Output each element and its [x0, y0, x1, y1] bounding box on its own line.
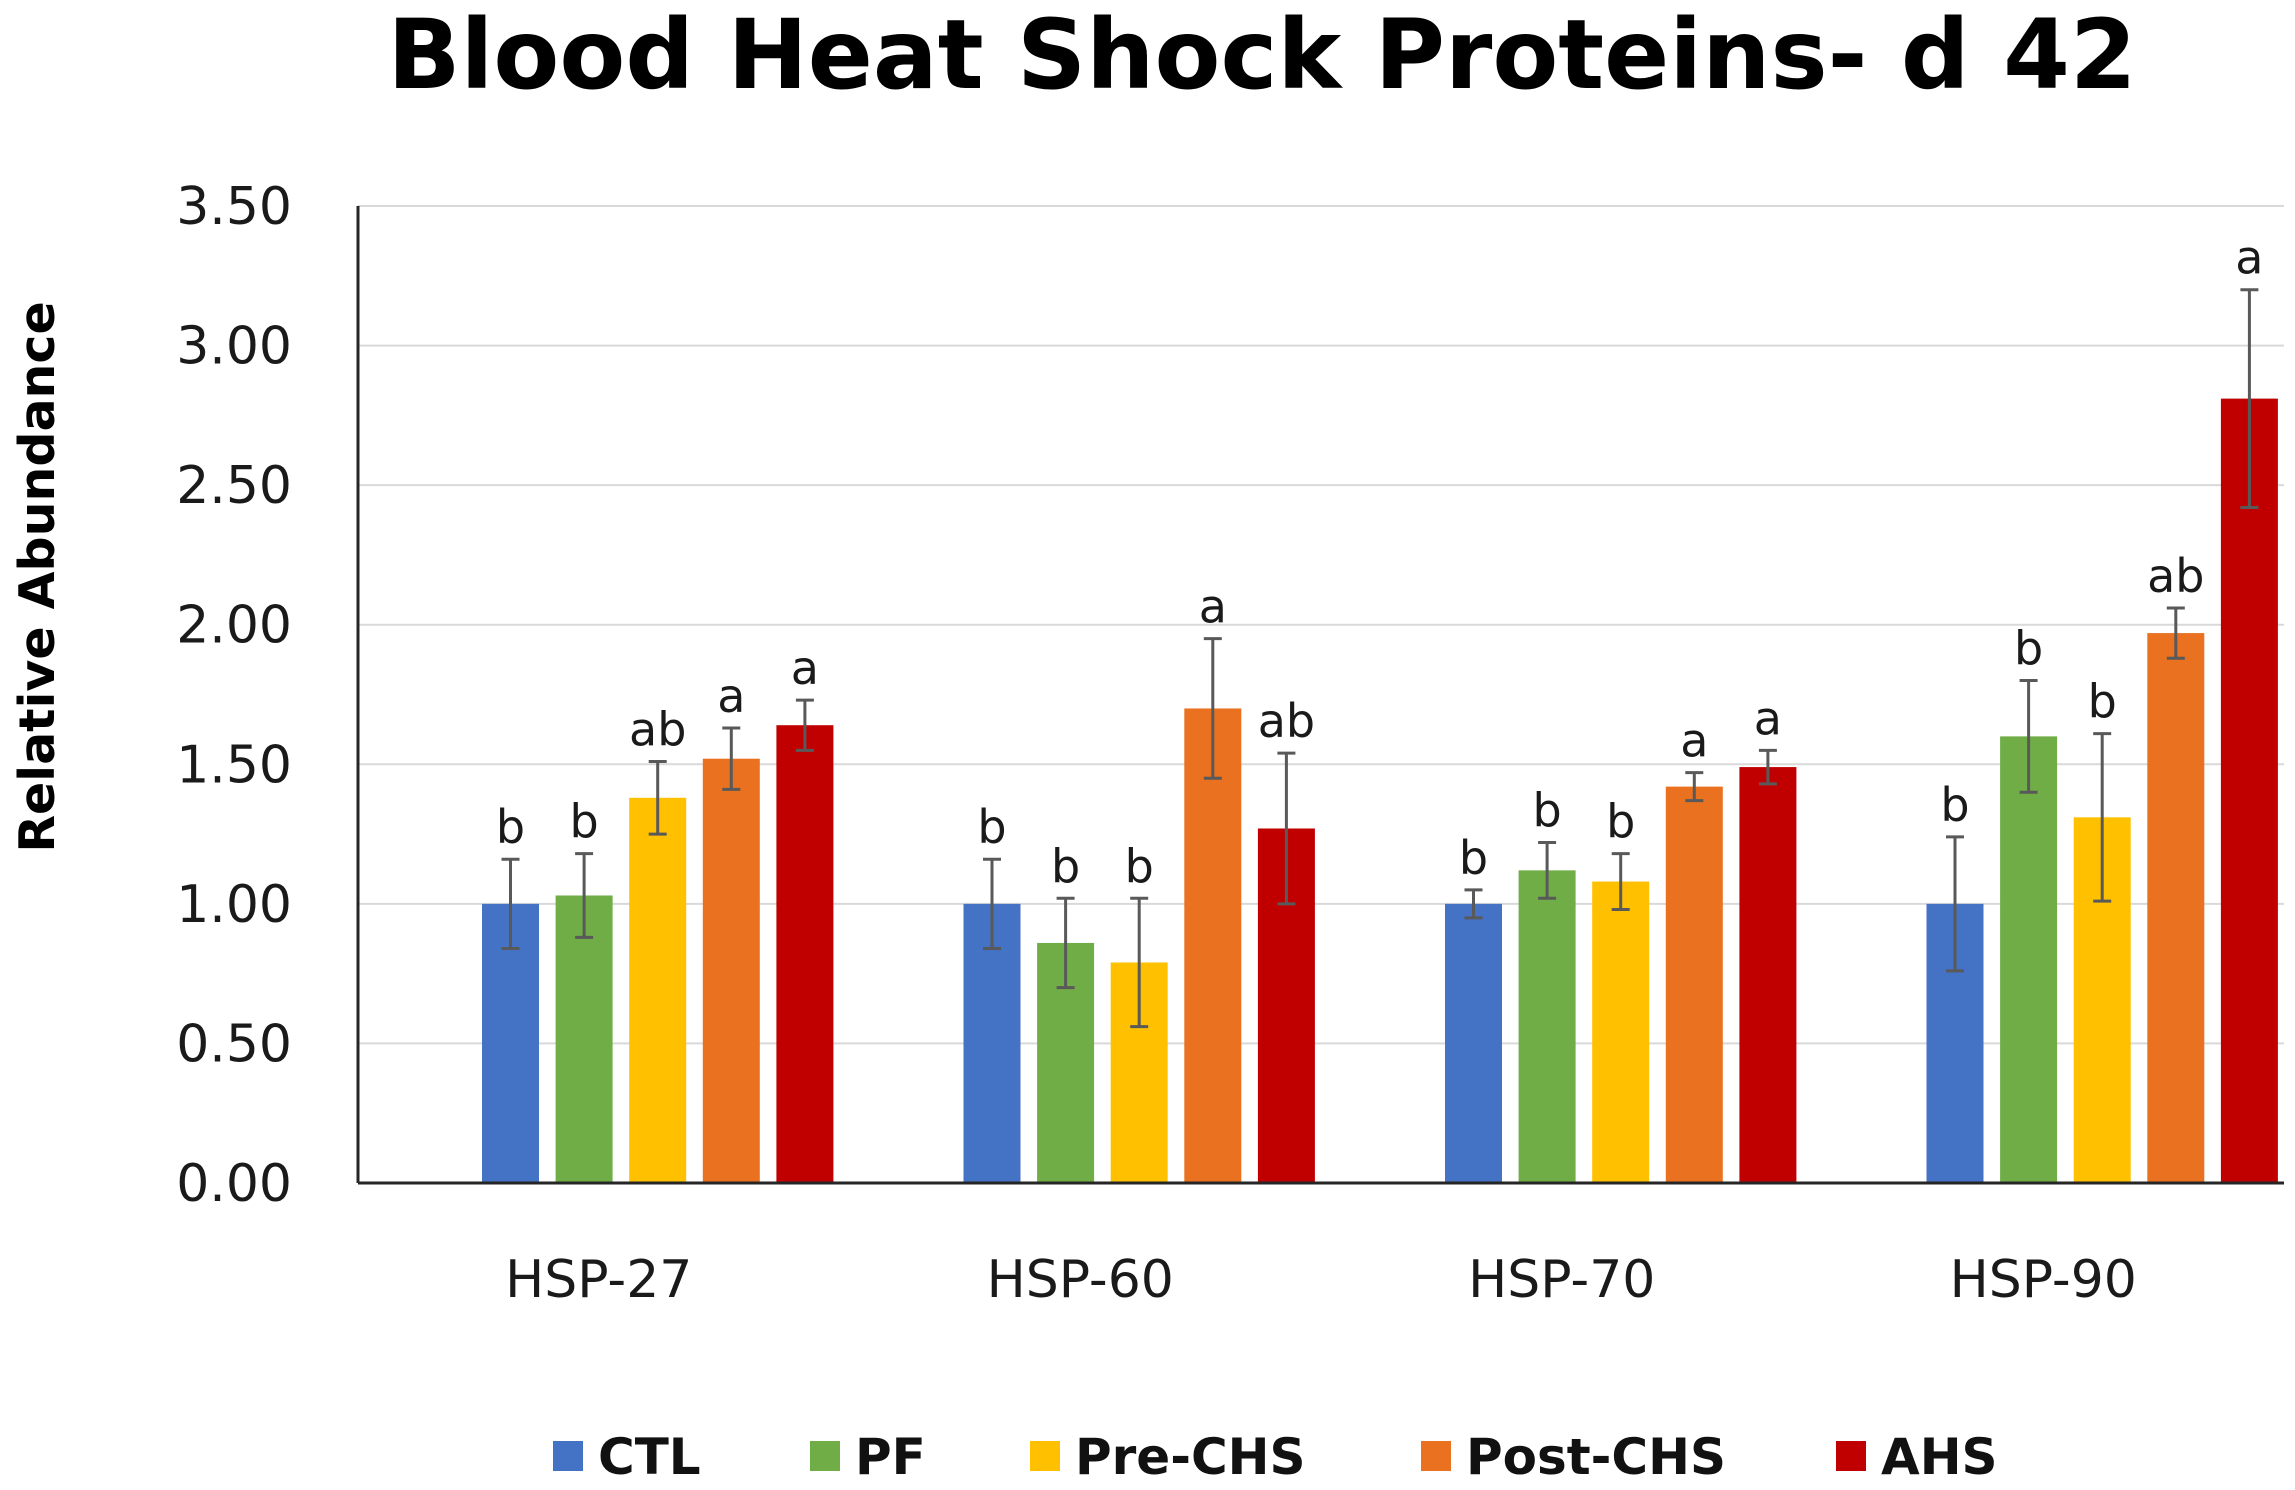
significance-label: ab [1258, 694, 1315, 748]
x-tick-label: HSP-70 [1468, 1250, 1655, 1310]
bar-post-chs-hsp-70 [1665, 786, 1723, 1183]
error-bar [1758, 748, 1777, 786]
significance-label: ab [2147, 549, 2204, 603]
significance-label: b [977, 800, 1006, 854]
error-bar [575, 852, 594, 939]
error-bar [1685, 771, 1704, 803]
significance-label: b [1125, 839, 1154, 893]
legend-label: AHS [1881, 1428, 1998, 1486]
bar-post-chs-hsp-90 [2147, 633, 2205, 1183]
bar-post-chs-hsp-60 [1184, 708, 1242, 1183]
legend-swatch [1836, 1441, 1866, 1471]
error-bar [1056, 896, 1075, 990]
error-bar [2019, 679, 2038, 794]
error-bar [1203, 637, 1222, 780]
bar-ctl-hsp-27 [482, 903, 539, 1183]
error-bars [501, 288, 2259, 1029]
bars [482, 398, 2278, 1183]
significance-label: b [569, 795, 598, 849]
legend-label: PF [855, 1428, 926, 1486]
error-bar [2240, 288, 2259, 509]
x-tick-label: HSP-27 [505, 1250, 692, 1310]
legend-item-ctl: CTL [553, 1428, 701, 1486]
significance-label: ab [629, 702, 686, 756]
y-tick-label: 3.00 [176, 317, 292, 377]
x-tick-labels: HSP-27 HSP-60 HSP-70 HSP-90 [505, 1250, 2137, 1310]
y-tick-label: 0.50 [176, 1014, 292, 1074]
bar-pf-hsp-27 [555, 895, 613, 1183]
legend-label: Post-CHS [1466, 1428, 1726, 1486]
bar-ctl-hsp-70 [1445, 903, 1502, 1183]
error-bar [722, 726, 741, 791]
legend-label: Pre-CHS [1075, 1428, 1306, 1486]
error-bar [1130, 896, 1149, 1029]
significance-label: a [1680, 714, 1708, 768]
legend-item-post-chs: Post-CHS [1421, 1428, 1726, 1486]
y-tick-label: 1.00 [176, 875, 292, 935]
axes [356, 206, 2284, 1185]
legend-swatch [810, 1441, 840, 1471]
bar-pf-hsp-70 [1518, 870, 1576, 1183]
error-bar [1946, 835, 1964, 973]
significance-label: a [791, 641, 819, 695]
legend-item-pf: PF [810, 1428, 926, 1486]
significance-label: b [1940, 778, 1969, 832]
legend-swatch [553, 1441, 583, 1471]
error-bar [983, 857, 1001, 951]
error-bar [1464, 888, 1483, 920]
significance-label: b [1459, 831, 1488, 885]
error-bar [501, 857, 520, 951]
significance-label: b [2088, 675, 2117, 729]
legend-item-ahs: AHS [1836, 1428, 1998, 1486]
y-tick-label: 2.00 [176, 596, 292, 656]
chart-title: Blood Heat Shock Proteins- d 42 [387, 0, 2136, 111]
bar-pre-chs-hsp-27 [629, 797, 687, 1183]
significance-label: b [496, 800, 525, 854]
significance-label: b [1051, 839, 1080, 893]
bar-ahs-hsp-70 [1739, 767, 1797, 1183]
bar-ahs-hsp-27 [776, 725, 834, 1183]
y-axis-label: Relative Abundance [9, 301, 66, 852]
x-tick-label: HSP-60 [987, 1250, 1174, 1310]
legend-item-pre-chs: Pre-CHS [1030, 1428, 1306, 1486]
y-tick-label: 3.50 [176, 177, 292, 237]
bar-pf-hsp-90 [2000, 736, 2058, 1183]
error-bar [1611, 852, 1630, 911]
legend-swatch [1421, 1441, 1451, 1471]
y-tick-labels: 0.00 0.50 1.00 1.50 2.00 2.50 3.00 3.50 [176, 177, 292, 1214]
bar-post-chs-hsp-27 [702, 758, 760, 1183]
significance-label: a [1199, 580, 1227, 634]
significance-label: b [1606, 795, 1635, 849]
error-bar [648, 759, 667, 836]
significance-label: a [2235, 231, 2263, 285]
significance-label: b [1532, 783, 1561, 837]
x-tick-label: HSP-90 [1950, 1250, 2137, 1310]
legend-swatch [1030, 1441, 1060, 1471]
bar-ahs-hsp-90 [2220, 398, 2278, 1183]
bar-pre-chs-hsp-70 [1592, 881, 1650, 1183]
legend: CTL PF Pre-CHS Post-CHS AHS [553, 1428, 1998, 1486]
y-tick-label: 2.50 [176, 456, 292, 516]
significance-label: a [717, 669, 745, 723]
significance-label: a [1754, 691, 1782, 745]
error-bar [2093, 732, 2112, 903]
y-tick-label: 1.50 [176, 735, 292, 795]
legend-label: CTL [598, 1428, 701, 1486]
significance-label: b [2014, 622, 2043, 676]
error-bar [1538, 840, 1557, 900]
error-bar [795, 698, 814, 752]
error-bar [2166, 606, 2185, 660]
y-tick-label: 0.00 [176, 1154, 292, 1214]
error-bar [1277, 751, 1296, 906]
bar-ctl-hsp-60 [963, 903, 1021, 1183]
